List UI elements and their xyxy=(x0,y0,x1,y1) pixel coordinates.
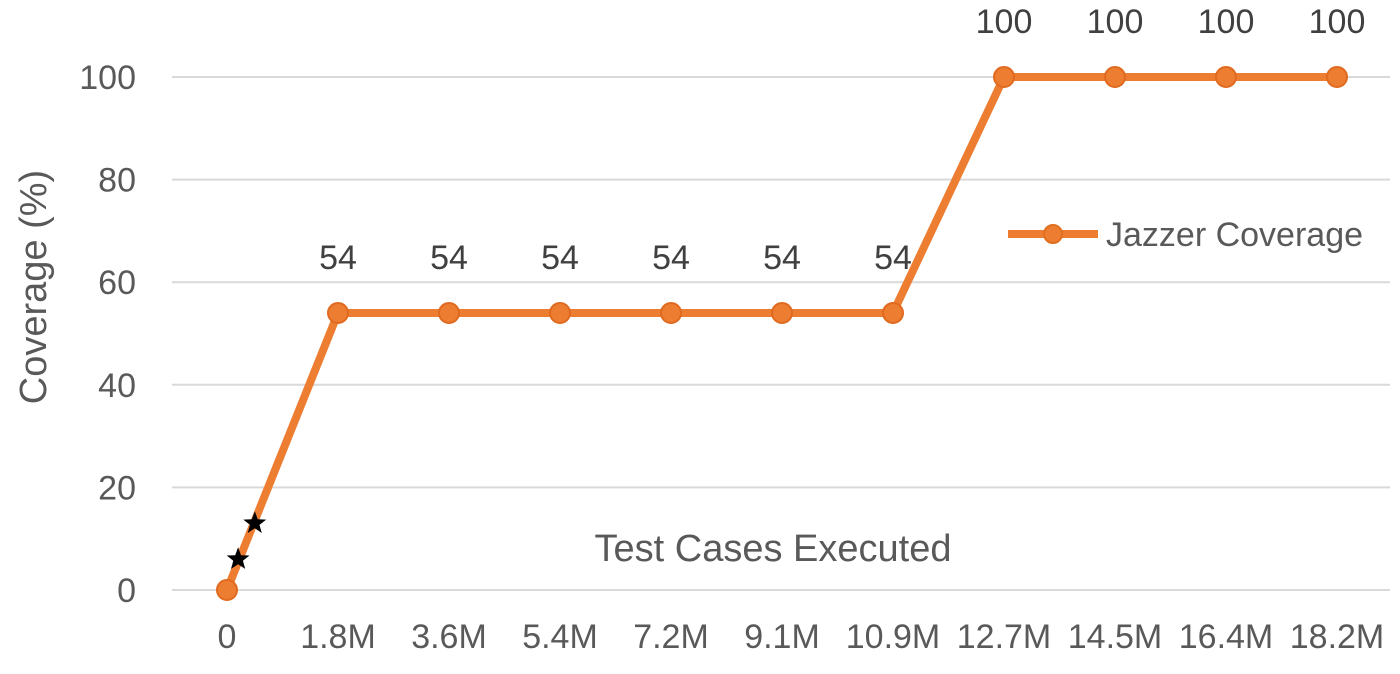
x-tick-label-8: 14.5M xyxy=(1068,618,1163,656)
data-label-6: 54 xyxy=(874,239,912,277)
data-point-10 xyxy=(1326,66,1348,88)
legend-marker-swatch xyxy=(1043,224,1063,244)
x-tick-label-5: 9.1M xyxy=(744,618,820,656)
x-tick-label-6: 10.9M xyxy=(846,618,941,656)
star-marker-0 xyxy=(226,547,250,569)
y-tick-label-20: 20 xyxy=(98,469,136,507)
data-point-7 xyxy=(993,66,1015,88)
data-label-3: 54 xyxy=(541,239,579,277)
data-point-1 xyxy=(327,301,349,324)
gridlines xyxy=(172,76,1390,591)
data-label-7: 100 xyxy=(976,3,1033,41)
data-point-4 xyxy=(660,301,682,324)
data-label-1: 54 xyxy=(319,239,357,277)
x-tick-label-3: 5.4M xyxy=(522,618,598,656)
x-tick-label-4: 7.2M xyxy=(633,618,709,656)
y-axis-tick-labels: 0 20 40 60 80 100 xyxy=(79,59,136,610)
data-point-3 xyxy=(549,301,571,324)
x-tick-label-10: 18.2M xyxy=(1290,618,1385,656)
data-labels: 54 54 54 54 54 54 100 100 100 100 xyxy=(319,3,1365,277)
star-marker-1 xyxy=(243,511,267,533)
y-tick-label-40: 40 xyxy=(98,367,136,405)
data-label-9: 100 xyxy=(1198,3,1255,41)
star-markers xyxy=(226,511,267,569)
y-axis-label: Coverage (%) xyxy=(13,170,55,404)
x-tick-label-1: 1.8M xyxy=(300,618,376,656)
data-label-10: 100 xyxy=(1309,3,1366,41)
data-point-8 xyxy=(1104,66,1126,88)
data-label-5: 54 xyxy=(763,239,801,277)
series-line-0 xyxy=(223,73,1341,594)
x-tick-label-9: 16.4M xyxy=(1179,618,1274,656)
legend: Jazzer Coverage xyxy=(1008,216,1363,254)
legend-label-jazzer-coverage: Jazzer Coverage xyxy=(1106,216,1363,254)
y-tick-label-80: 80 xyxy=(98,162,136,200)
data-point-2 xyxy=(438,301,460,324)
series-jazzer-coverage xyxy=(216,66,1348,601)
data-label-2: 54 xyxy=(430,239,468,277)
y-tick-label-100: 100 xyxy=(79,59,136,97)
data-point-9 xyxy=(1215,66,1237,88)
data-label-8: 100 xyxy=(1087,3,1144,41)
x-tick-label-0: 0 xyxy=(218,618,237,656)
data-point-0 xyxy=(216,579,238,601)
x-tick-label-7: 12.7M xyxy=(957,618,1052,656)
data-point-5 xyxy=(771,301,793,324)
y-tick-label-60: 60 xyxy=(98,264,136,302)
data-point-6 xyxy=(882,301,904,324)
data-label-4: 54 xyxy=(652,239,690,277)
x-tick-label-2: 3.6M xyxy=(411,618,487,656)
annotation-test-cases-executed: Test Cases Executed xyxy=(595,528,952,570)
y-tick-label-0: 0 xyxy=(117,572,136,610)
x-axis-tick-labels: 0 1.8M 3.6M 5.4M 7.2M 9.1M 10.9M 12.7M 14.5M 16.4… xyxy=(218,618,1385,656)
